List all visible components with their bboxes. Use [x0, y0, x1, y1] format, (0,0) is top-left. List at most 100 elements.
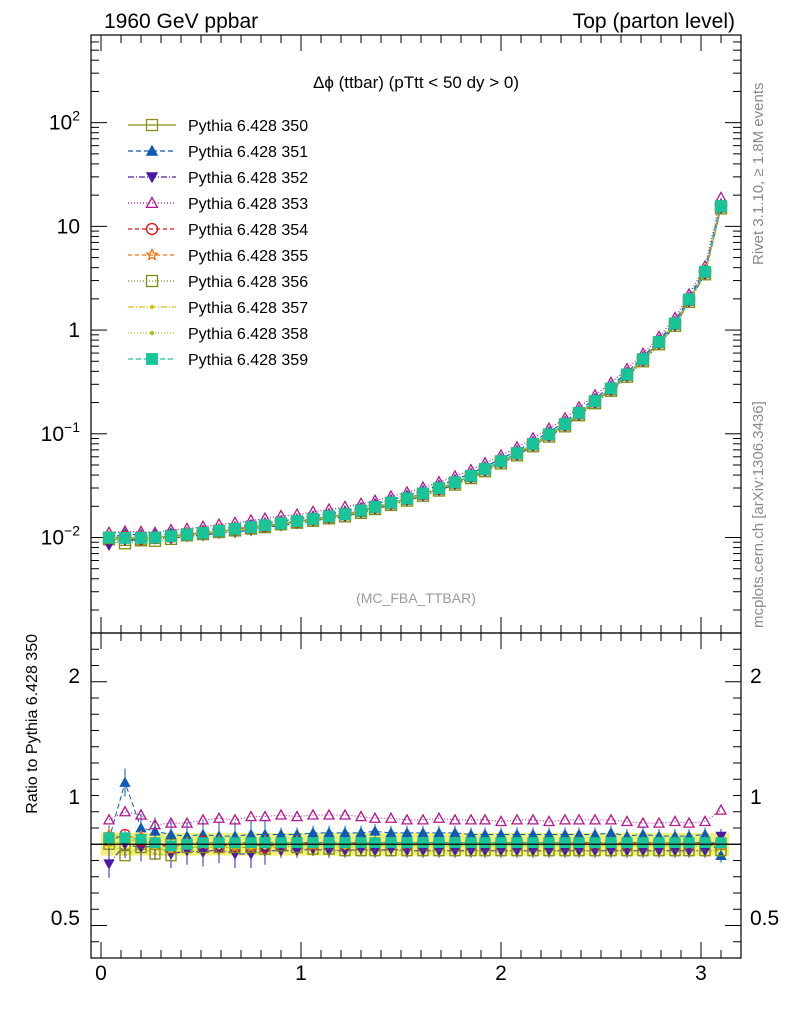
legend-entry: Pythia 6.428 352 [128, 170, 308, 187]
data-point [275, 517, 287, 530]
legend-marker [145, 196, 159, 209]
data-point [339, 508, 351, 521]
legend-label: Pythia 6.428 357 [188, 300, 308, 317]
data-point [449, 476, 461, 489]
x-tick-labels: 0 1 2 3 [95, 962, 707, 985]
legend-marker [145, 247, 159, 261]
ratio-point [119, 776, 131, 787]
data-point [135, 532, 147, 544]
data-point [543, 428, 555, 441]
ratio-tick-label-left-1: 1 [68, 786, 80, 809]
ratio-point [213, 837, 225, 849]
x-tick-label: 1 [295, 962, 307, 985]
y-tick-label: 10 [57, 215, 80, 238]
ratio-point [668, 815, 682, 827]
data-point [511, 447, 523, 459]
ratio-point [652, 816, 666, 828]
ratio-point [669, 837, 681, 849]
ratio-tick-label-right-2: 2 [750, 665, 762, 688]
ratio-line [108, 839, 721, 857]
ratio-point [637, 837, 649, 849]
ratio-point [274, 808, 288, 820]
data-point [417, 487, 429, 500]
legend: Pythia 6.428 350 Pythia 6.428 351 Pythia 6… [128, 118, 308, 369]
ratio-point [401, 827, 413, 838]
ratio-point [229, 837, 241, 849]
legend-marker [145, 118, 159, 132]
ratio-point [275, 837, 287, 849]
ratio-point [354, 810, 368, 822]
legend-label: Pythia 6.428 353 [188, 196, 308, 213]
ratio-series-353 [102, 803, 728, 830]
data-point [433, 482, 445, 495]
ratio-point [559, 837, 571, 849]
ratio-point [149, 837, 161, 849]
ratio-tick-label-right-1: 1 [750, 786, 762, 809]
ratio-point [118, 805, 132, 817]
data-point [479, 463, 491, 475]
ratio-point [290, 810, 304, 822]
ratio-point [416, 813, 430, 825]
ratio-point [258, 810, 272, 822]
ratio-point [212, 811, 226, 823]
data-point [149, 531, 161, 544]
y-tick-label: 1 [68, 319, 80, 342]
analysis-label: (MC_FBA_TTBAR) [356, 590, 476, 606]
y-tick-label: 10−2 [41, 522, 81, 549]
ratio-point [103, 859, 115, 870]
series-line [108, 207, 722, 546]
ratio-point [103, 832, 115, 844]
legend-entry: Pythia 6.428 359 [128, 352, 308, 369]
legend-marker [145, 274, 159, 288]
process-label: Top (parton level) [573, 10, 735, 33]
ratio-point [134, 808, 148, 820]
data-point [495, 455, 507, 468]
legend-label: Pythia 6.428 350 [188, 118, 308, 135]
ratio-tick-label-left-2: 2 [68, 665, 80, 688]
ratio-axis-ticks [91, 633, 741, 958]
ratio-point [589, 837, 601, 849]
ratio-point [605, 837, 617, 849]
data-point [181, 528, 193, 541]
ratio-point [306, 808, 320, 820]
ratio-point [511, 837, 523, 849]
ratio-point [307, 837, 319, 849]
mcplots-reference-label: mcplots.cern.ch [arXiv:1306.3436] [750, 401, 767, 628]
data-point [245, 521, 257, 533]
main-panel: 10−2 10−1 1 10 102 Δϕ (ttbar) (pTtt < 50 dy … [41, 34, 742, 634]
data-point [669, 317, 681, 330]
ratio-point [699, 837, 711, 849]
ratio-point [338, 808, 352, 820]
ratio-point [401, 837, 413, 849]
legend-label: Pythia 6.428 351 [188, 144, 308, 161]
ratio-point [465, 837, 477, 849]
ratio-point [322, 808, 336, 820]
data-point [229, 523, 241, 535]
ratio-point [368, 811, 382, 823]
ratio-point [400, 813, 414, 825]
series-line [108, 206, 722, 540]
ratio-point [449, 827, 461, 838]
legend-label: Pythia 6.428 354 [188, 222, 308, 239]
legend-marker [145, 172, 159, 184]
data-point [197, 526, 209, 539]
ratio-point [527, 837, 539, 849]
ratio-point [119, 849, 131, 862]
ratio-point [572, 813, 586, 825]
legend-label: Pythia 6.428 356 [188, 274, 308, 291]
data-point [369, 501, 381, 513]
data-point [401, 492, 413, 505]
legend-entry: Pythia 6.428 353 [128, 196, 308, 213]
x-tick-label: 0 [95, 962, 107, 985]
ratio-point [228, 813, 242, 825]
ratio-point [323, 837, 335, 849]
legend-label: Pythia 6.428 352 [188, 170, 308, 187]
ratio-point [605, 827, 617, 838]
data-point [323, 510, 335, 523]
data-point [715, 200, 727, 212]
data-point [573, 406, 585, 419]
ratio-point [653, 837, 665, 849]
ratio-point [478, 813, 492, 825]
ratio-point [636, 816, 650, 828]
data-point [213, 524, 225, 537]
